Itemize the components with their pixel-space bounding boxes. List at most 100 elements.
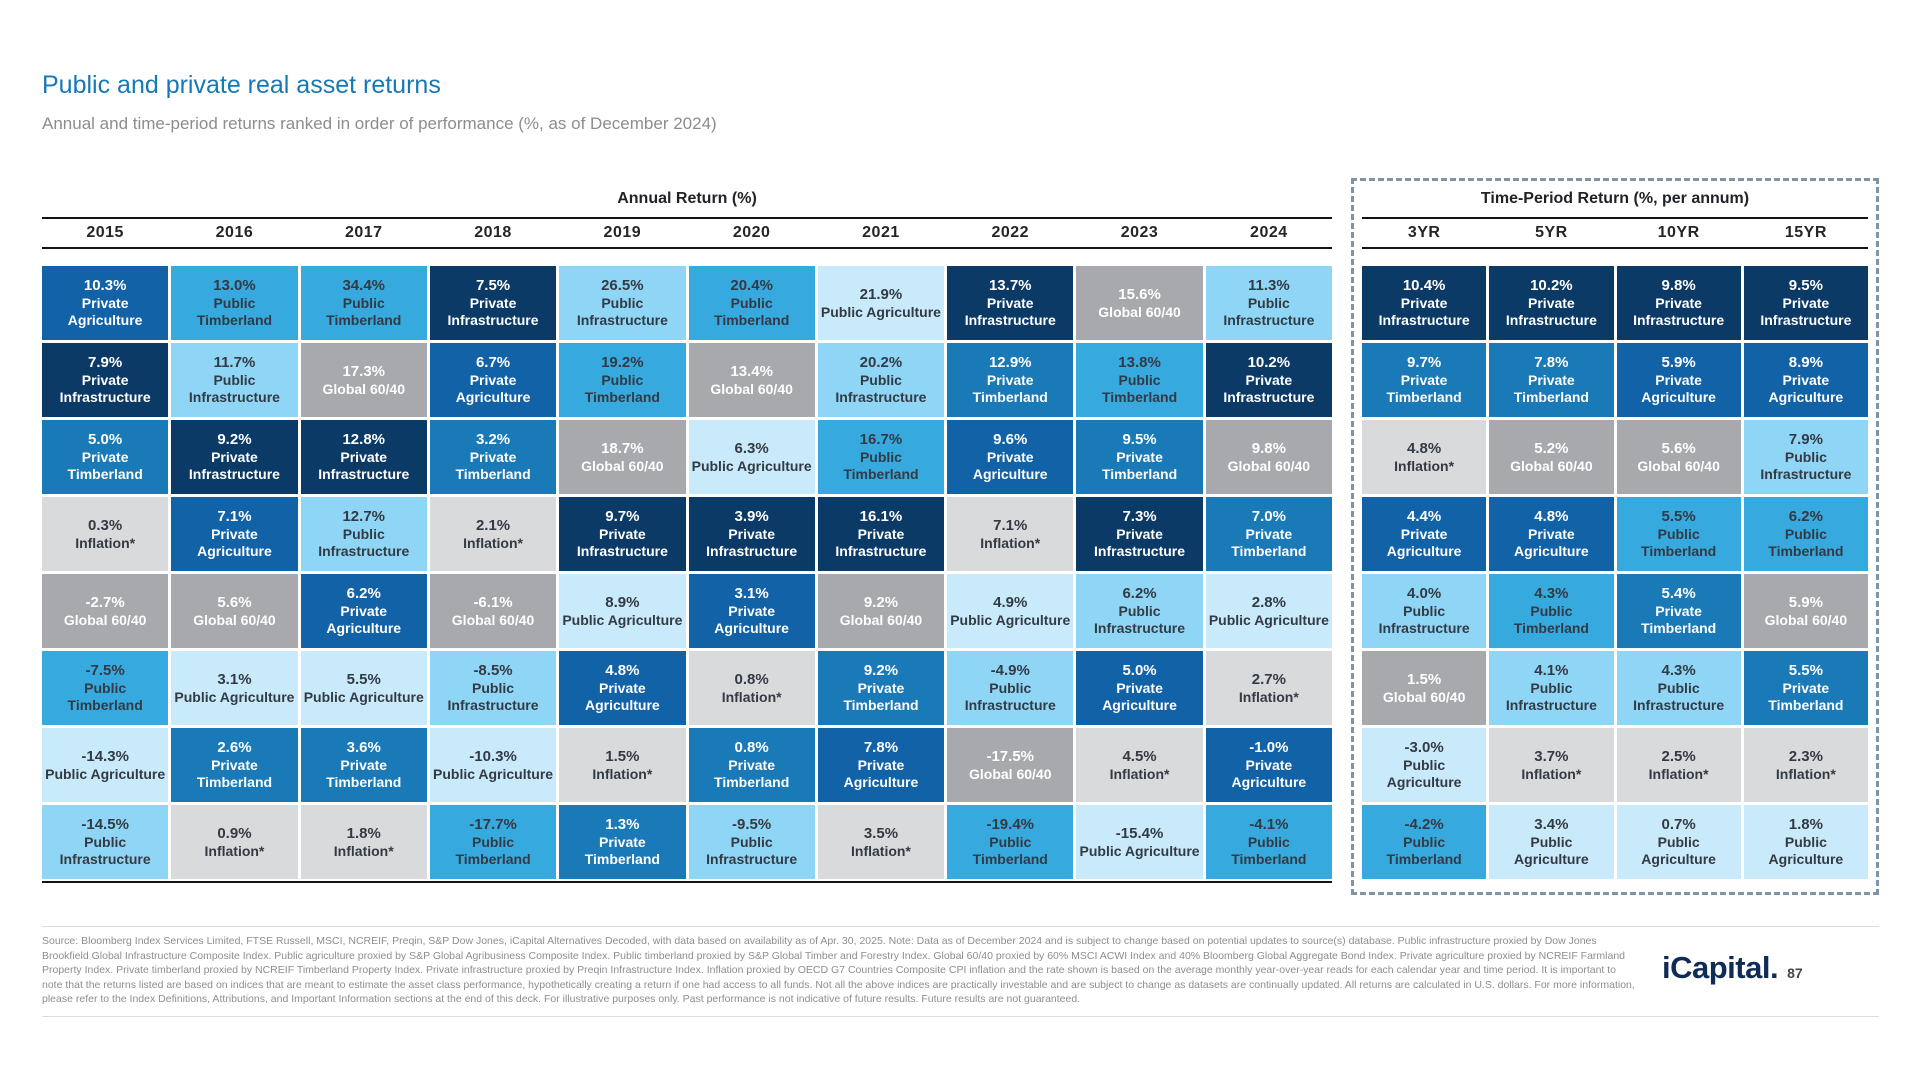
return-value: 2.6% xyxy=(217,739,252,756)
return-cell-2021-rank7: 7.8% Private Agriculture xyxy=(817,728,945,802)
asset-class-label: Private Agriculture xyxy=(1514,526,1589,559)
return-cell-2020-rank7: 0.8% Private Timberland xyxy=(688,728,815,802)
asset-class-label: Private Agriculture xyxy=(326,603,402,636)
return-value: 11.3% xyxy=(1247,277,1290,294)
return-value: 3.2% xyxy=(475,431,511,448)
asset-class-label: Private Timberland xyxy=(584,834,660,867)
return-value: 15.6% xyxy=(1118,285,1161,303)
asset-class-label: Public Timberland xyxy=(1768,526,1844,559)
return-cell-2016-rank1: 13.0% Public Timberland xyxy=(171,266,298,340)
asset-class-label: Public Agriculture xyxy=(303,688,424,705)
return-value: 1.8% xyxy=(1788,816,1823,833)
return-value: 2.3% xyxy=(1788,747,1823,765)
return-cell-2019-rank2: 19.2% Public Timberland xyxy=(559,343,686,417)
return-value: 8.9% xyxy=(605,593,640,611)
return-value: 5.0% xyxy=(88,431,123,448)
asset-class-label: Inflation* xyxy=(1238,688,1299,705)
asset-class-label: Public Agriculture xyxy=(950,611,1071,628)
asset-class-label: Inflation* xyxy=(463,534,523,551)
asset-class-label: Inflation* xyxy=(1521,765,1582,782)
return-cell-3yr-rank4: 4.4% Private Agriculture xyxy=(1362,497,1487,571)
return-value: 16.7% xyxy=(859,431,903,448)
column-header-15yr: 15YR xyxy=(1784,224,1827,241)
return-cell-2018-rank7: -10.3% Public Agriculture xyxy=(429,728,557,802)
return-cell-3yr-rank1: 10.4% Private Infrastructure xyxy=(1362,266,1487,340)
return-value: 1.8% xyxy=(346,824,381,842)
return-value: 9.2% xyxy=(217,431,252,448)
return-value: 7.8% xyxy=(863,739,899,756)
return-cell-2022-rank5: 4.9% Public Agriculture xyxy=(947,574,1074,648)
return-cell-2016-rank7: 2.6% Private Timberland xyxy=(171,728,298,802)
return-value: 2.1% xyxy=(475,516,511,534)
return-cell-5yr-rank2: 7.8% Private Timberland xyxy=(1489,343,1614,417)
asset-class-label: Public Agriculture xyxy=(1768,834,1844,867)
asset-class-label: Global 60/40 xyxy=(63,611,147,628)
return-value: 5.2% xyxy=(1534,439,1569,457)
column-header-2015: 2015 xyxy=(86,224,124,241)
asset-class-label: Inflation* xyxy=(980,534,1041,551)
asset-class-label: Private Timberland xyxy=(972,372,1048,405)
return-cell-2022-rank7: -17.5% Global 60/40 xyxy=(947,728,1074,802)
return-cell-2017-rank1: 34.4% Public Timberland xyxy=(300,266,427,340)
return-cell-2022-rank3: 9.6% Private Agriculture xyxy=(947,420,1074,494)
asset-class-label: Public Infrastructure xyxy=(1760,449,1852,482)
return-value: 6.7% xyxy=(475,354,511,371)
column-header-2023: 2023 xyxy=(1120,224,1159,241)
return-value: 3.5% xyxy=(863,824,899,842)
asset-class-label: Public Timberland xyxy=(196,295,273,328)
asset-class-label: Global 60/40 xyxy=(1098,303,1181,320)
time-period-return-section: Time-Period Return (%, per annum) 3YR 5YR… xyxy=(1351,178,1879,895)
return-cell-15yr-rank7: 2.3% Inflation* xyxy=(1743,728,1868,802)
asset-class-label: Private Timberland xyxy=(1386,372,1462,405)
asset-class-label: Private Infrastructure xyxy=(188,449,280,482)
return-value: 3.4% xyxy=(1534,816,1569,833)
return-value: 4.4% xyxy=(1407,508,1442,525)
return-value: 13.8% xyxy=(1118,354,1161,371)
column-header-2020: 2020 xyxy=(732,224,771,241)
return-value: 5.0% xyxy=(1122,662,1157,679)
return-value: 10.3% xyxy=(83,277,127,294)
asset-class-label: Private Infrastructure xyxy=(706,526,798,559)
return-value: 5.4% xyxy=(1661,585,1696,602)
asset-class-label: Private Agriculture xyxy=(972,449,1048,482)
return-value: 5.9% xyxy=(1661,354,1696,371)
return-cell-2024-rank2: 10.2% Private Infrastructure xyxy=(1205,343,1332,417)
return-cell-10yr-rank7: 2.5% Inflation* xyxy=(1616,728,1741,802)
asset-class-label: Public Timberland xyxy=(972,834,1048,867)
return-value: 10.4% xyxy=(1402,277,1446,294)
return-value: 5.9% xyxy=(1788,593,1823,611)
column-header-2022: 2022 xyxy=(991,224,1030,241)
return-cell-2019-rank3: 18.7% Global 60/40 xyxy=(559,420,686,494)
return-cell-2017-rank3: 12.8% Private Infrastructure xyxy=(300,420,427,494)
asset-class-label: Private Timberland xyxy=(1641,603,1717,636)
return-value: 5.5% xyxy=(346,670,381,688)
return-cell-2018-rank4: 2.1% Inflation* xyxy=(429,497,557,571)
return-cell-2015-rank7: -14.3% Public Agriculture xyxy=(42,728,169,802)
return-value: 9.8% xyxy=(1251,439,1286,457)
return-value: 17.3% xyxy=(342,362,386,380)
asset-class-label: Private Agriculture xyxy=(714,603,789,636)
return-cell-15yr-rank3: 7.9% Public Infrastructure xyxy=(1743,420,1868,494)
return-value: 9.6% xyxy=(993,431,1028,448)
asset-class-label: Inflation* xyxy=(851,842,911,859)
return-value: 13.4% xyxy=(730,362,773,380)
return-cell-2021-rank5: 9.2% Global 60/40 xyxy=(817,574,945,648)
return-cell-2021-rank8: 3.5% Inflation* xyxy=(817,805,945,879)
return-cell-2022-rank8: -19.4% Public Timberland xyxy=(947,805,1074,879)
return-value: 5.6% xyxy=(1661,439,1696,457)
return-value: 3.6% xyxy=(346,739,381,756)
asset-class-label: Private Timberland xyxy=(1513,372,1589,405)
return-value: 2.7% xyxy=(1251,670,1286,688)
return-value: -9.5% xyxy=(732,816,772,833)
return-value: 7.8% xyxy=(1534,354,1569,371)
column-header-5yr: 5YR xyxy=(1535,224,1568,241)
return-cell-2021-rank6: 9.2% Private Timberland xyxy=(817,651,945,725)
asset-class-label: Private Infrastructure xyxy=(835,526,927,559)
asset-class-label: Private Agriculture xyxy=(1641,372,1716,405)
return-cell-15yr-rank4: 6.2% Public Timberland xyxy=(1743,497,1868,571)
return-value: 1.3% xyxy=(605,816,640,833)
return-value: -4.1% xyxy=(1249,816,1289,833)
return-cell-2024-rank3: 9.8% Global 60/40 xyxy=(1205,420,1332,494)
return-cell-2020-rank8: -9.5% Public Infrastructure xyxy=(688,805,815,879)
annual-section-title: Annual Return (%) xyxy=(617,190,757,207)
